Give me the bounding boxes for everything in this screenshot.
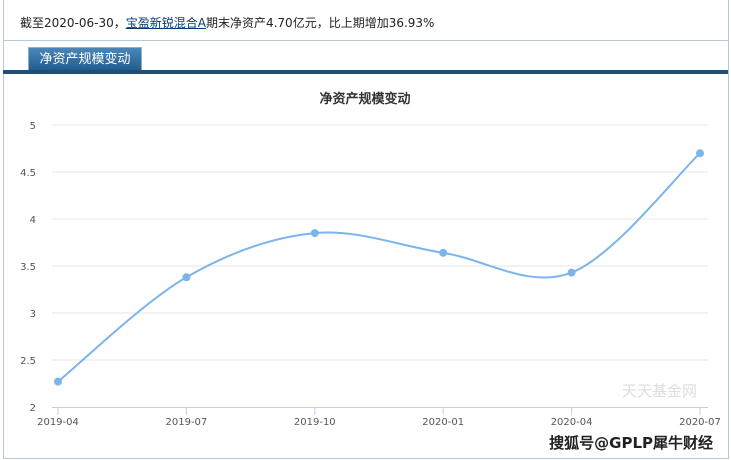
panel-frame: [3, 0, 729, 459]
summary-prefix: 截至2020-06-30，: [20, 16, 126, 30]
x-tick-label: 2019-04: [37, 417, 79, 428]
series-line: [57, 152, 701, 383]
net-asset-chart: 净资产规模变动 2 2.5 3 3.5 4 4.5 5 2019-04 2019-07 2019-1…: [20, 91, 721, 428]
watermark: 天天基金网: [622, 382, 697, 400]
tab-net-asset-scale[interactable]: 净资产规模变动: [28, 47, 142, 72]
divider: [3, 40, 728, 41]
x-tick-label: 2020-07: [679, 417, 721, 428]
summary-suffix: 期末净资产4.70亿元，比上期增加36.93%: [205, 16, 435, 30]
x-tick-label: 2020-01: [422, 417, 464, 428]
x-tick-label: 2019-07: [166, 417, 208, 428]
y-tick-label: 2: [30, 403, 36, 414]
fund-link[interactable]: 宝盈新锐混合A: [125, 16, 206, 30]
y-tick-label: 3: [30, 309, 36, 320]
data-point: [182, 273, 191, 282]
data-point: [310, 229, 319, 238]
y-tick-label: 2.5: [20, 356, 36, 367]
x-tick-label: 2020-04: [551, 417, 593, 428]
tab-bar: [3, 70, 728, 74]
source-watermark: 搜狐号@GPLP犀牛财经: [549, 434, 713, 452]
y-tick-label: 4.5: [20, 168, 36, 179]
data-point: [567, 268, 576, 277]
summary-text: 截至2020-06-30，宝盈新锐混合A期末净资产4.70亿元，比上期增加36.…: [20, 14, 434, 31]
y-tick-label: 4: [30, 215, 36, 226]
data-point: [439, 248, 448, 257]
data-point: [54, 377, 62, 386]
chart-title: 净资产规模变动: [319, 91, 410, 107]
y-tick-label: 3.5: [20, 262, 36, 273]
x-tick-label: 2019-10: [294, 417, 336, 428]
y-tick-label: 5: [30, 121, 36, 132]
data-point: [696, 149, 704, 158]
